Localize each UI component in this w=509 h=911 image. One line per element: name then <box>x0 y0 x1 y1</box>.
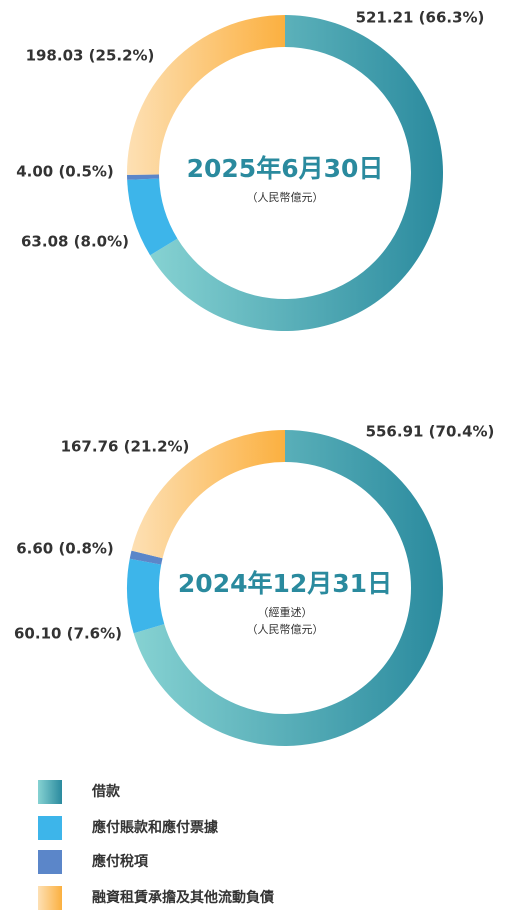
donut-segment <box>129 550 163 565</box>
legend-swatch <box>38 886 62 910</box>
legend-swatch <box>38 850 62 874</box>
data-label: 556.91 (70.4%) <box>366 423 495 441</box>
chart-subtitle: （人民幣億元） <box>247 191 324 204</box>
data-label: 60.10 (7.6%) <box>14 625 122 643</box>
donut-segment <box>127 15 285 175</box>
data-label: 63.08 (8.0%) <box>21 233 129 251</box>
data-label: 198.03 (25.2%) <box>26 47 155 65</box>
legend-label: 應付稅項 <box>92 853 149 870</box>
donut-segment <box>127 178 178 256</box>
donut-segment <box>127 558 165 634</box>
data-label: 521.21 (66.3%) <box>356 9 485 27</box>
legend-label: 融資租賃承擔及其他流動負債 <box>92 889 274 906</box>
donut-segment <box>131 430 285 559</box>
data-label: 167.76 (21.2%) <box>61 438 190 456</box>
legend-label: 應付賬款和應付票據 <box>92 819 219 836</box>
legend-label: 借款 <box>91 783 121 800</box>
chart-title: 2024年12月31日 <box>178 569 392 598</box>
chart-subtitle: （人民幣億元） <box>247 623 324 636</box>
chart-note: （經重述） <box>258 605 313 619</box>
legend-swatch <box>38 816 62 840</box>
chart-title: 2025年6月30日 <box>187 154 384 183</box>
donut-segment <box>127 174 160 180</box>
data-label: 4.00 (0.5%) <box>16 163 114 181</box>
legend-swatch <box>38 780 62 804</box>
data-label: 6.60 (0.8%) <box>16 540 114 558</box>
